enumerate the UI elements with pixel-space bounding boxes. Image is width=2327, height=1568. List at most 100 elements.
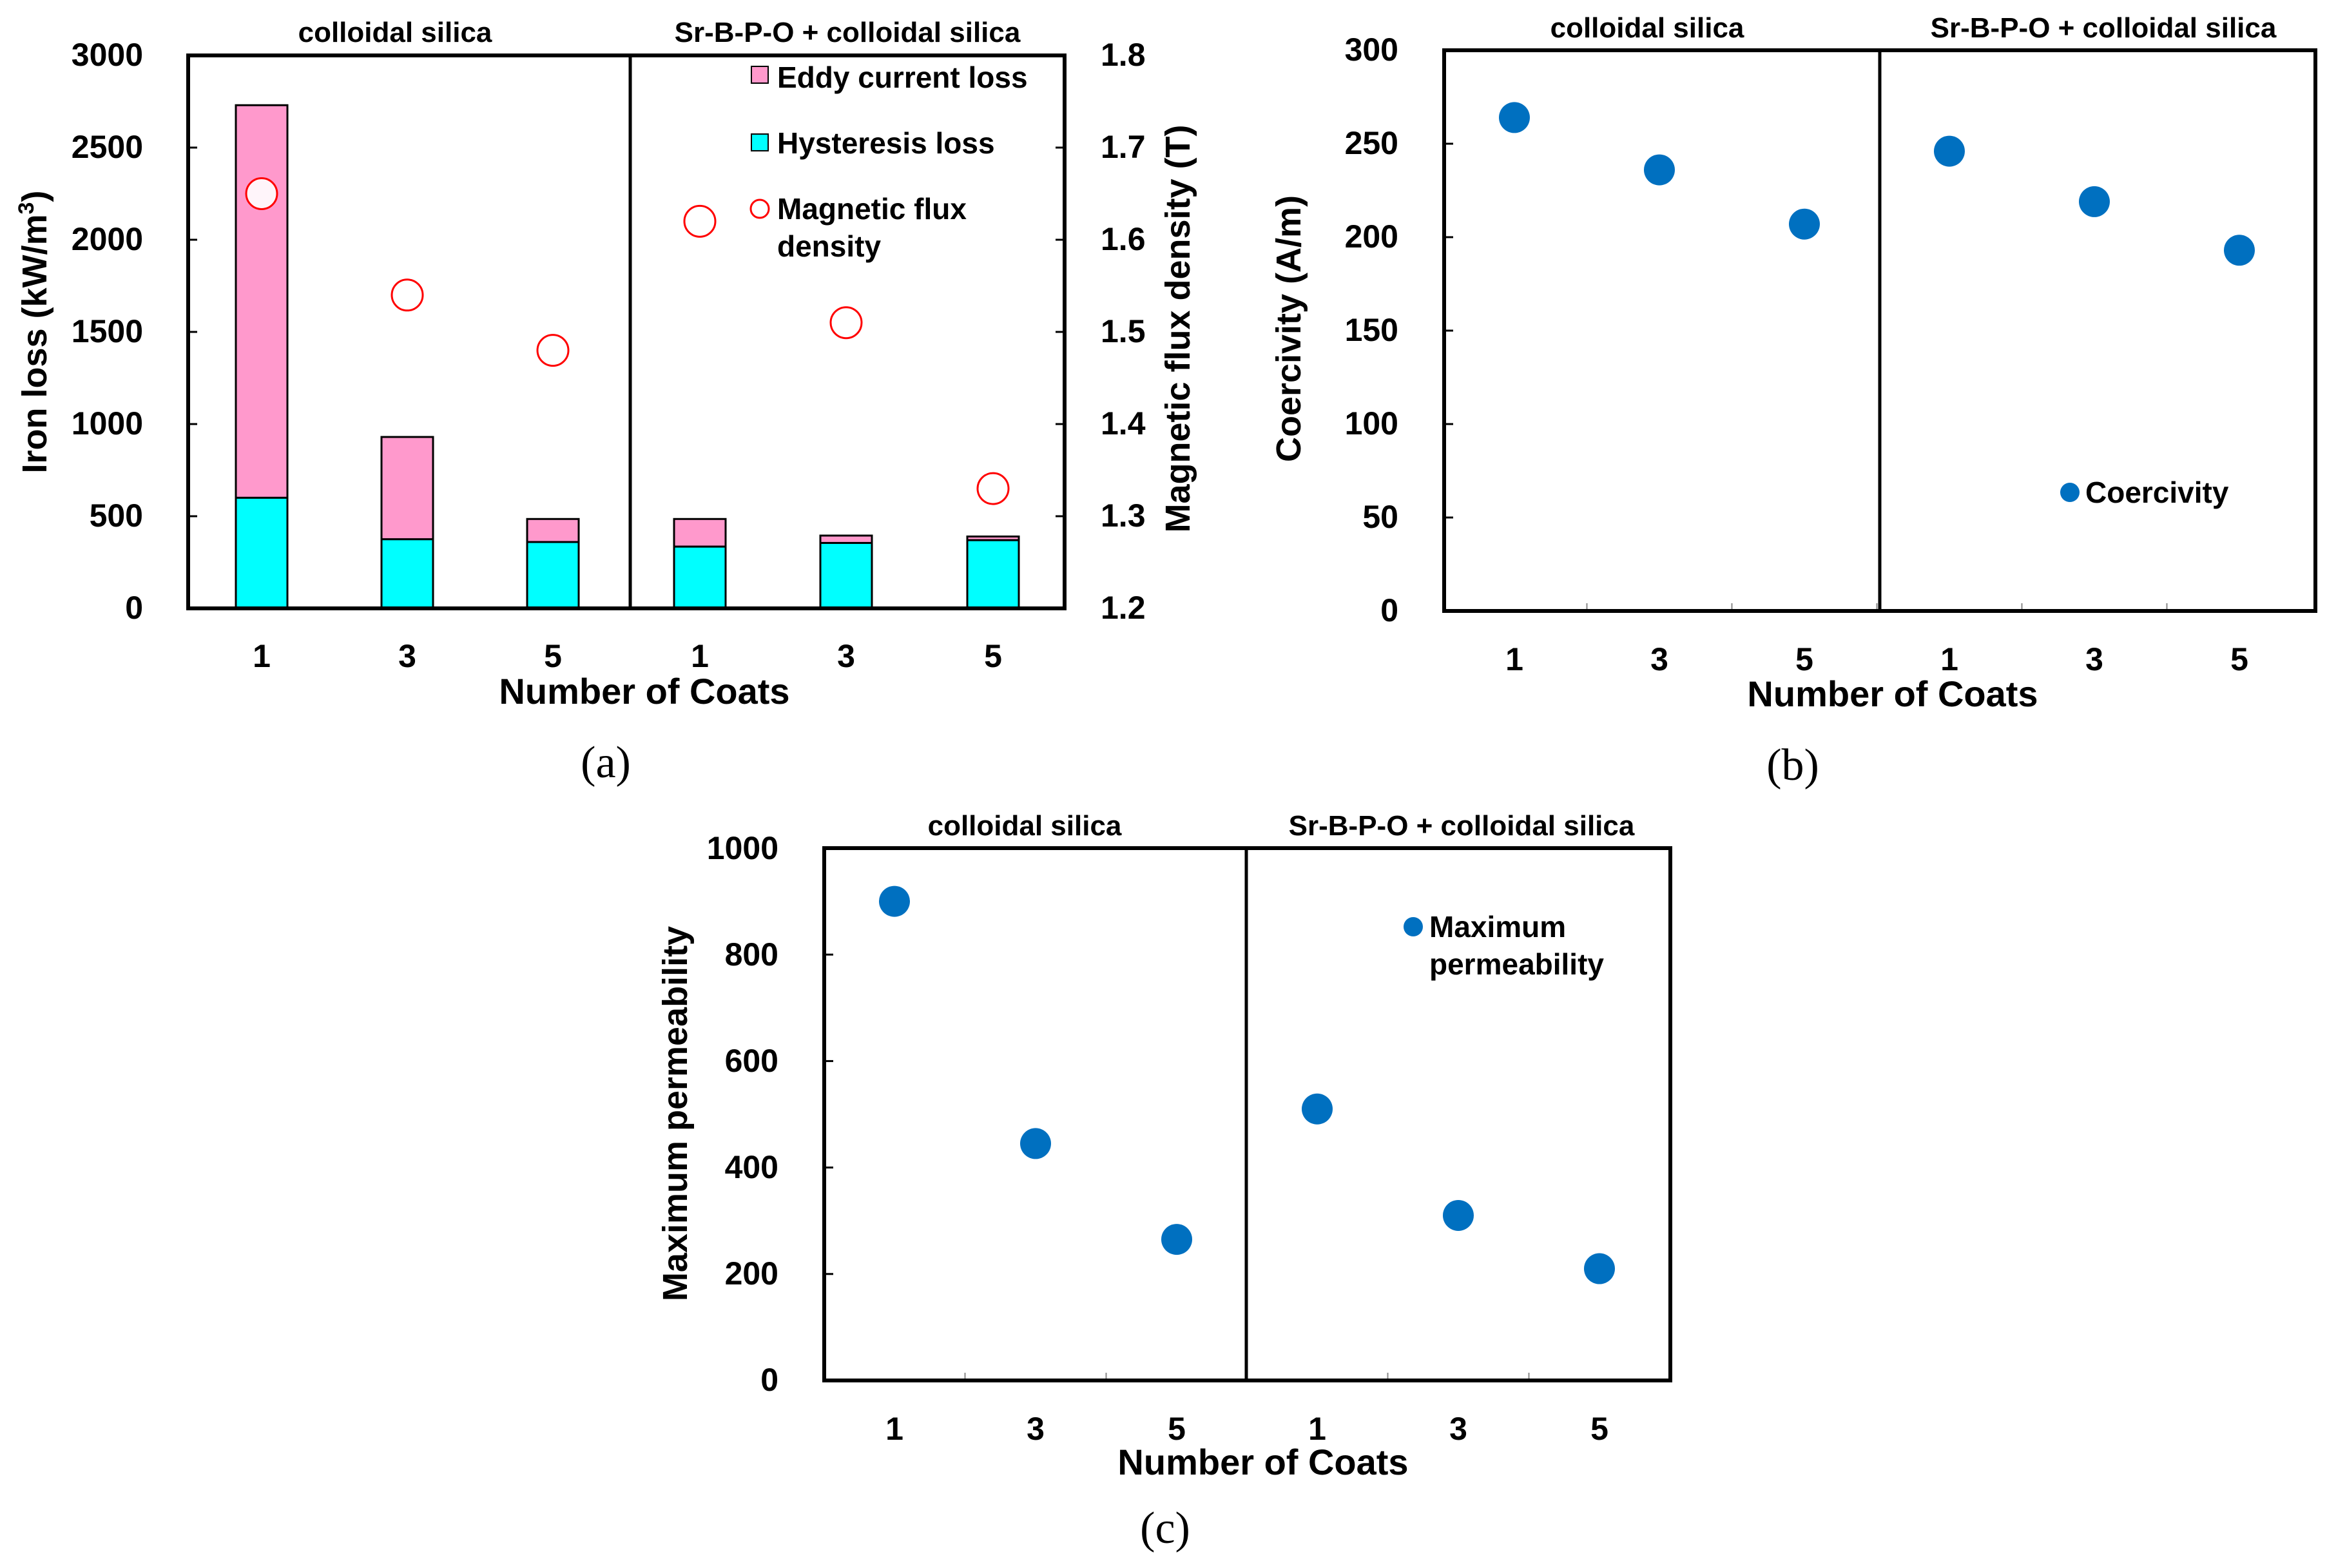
c-points bbox=[879, 886, 1615, 1284]
a-y2-tick-label: 1.5 bbox=[1101, 313, 1146, 349]
b-y-tick-label: 200 bbox=[1345, 218, 1398, 255]
a-y-axis-title-close: ) bbox=[15, 191, 54, 202]
a-x-tick-label: 3 bbox=[398, 638, 416, 674]
b-y-tick-label: 50 bbox=[1362, 499, 1398, 535]
c-legend-marker bbox=[1404, 917, 1423, 936]
c-y-tick-label: 400 bbox=[725, 1149, 778, 1185]
c-caption: (c) bbox=[1140, 1504, 1190, 1553]
a-y-tick-label: 3000 bbox=[72, 37, 143, 73]
a-bar-eddy-current-loss bbox=[673, 518, 727, 548]
b-points bbox=[1499, 102, 2255, 266]
c-y-tick-label: 600 bbox=[725, 1043, 778, 1079]
a-x-tick-label: 3 bbox=[837, 638, 855, 674]
c-x-tick-label: 1 bbox=[1308, 1411, 1326, 1447]
c-data-point bbox=[1302, 1093, 1333, 1125]
a-group-label-2: Sr-B-P-O + colloidal silica bbox=[675, 17, 1021, 48]
b-y-tick-label: 300 bbox=[1345, 32, 1398, 68]
a-legend-eddy-label: Eddy current loss bbox=[777, 61, 1028, 94]
c-x-tick-label: 3 bbox=[1449, 1411, 1467, 1447]
a-y2-tick-label: 1.4 bbox=[1101, 405, 1146, 441]
a-y-tick-label: 2500 bbox=[72, 129, 143, 165]
b-x-tick-label: 1 bbox=[1505, 641, 1523, 677]
a-y2-tick-label: 1.7 bbox=[1101, 129, 1146, 165]
a-y-axis-title-main: Iron loss (kW/m bbox=[15, 214, 54, 473]
a-x-tick-label: 5 bbox=[984, 638, 1002, 674]
a-group-label-1: colloidal silica bbox=[298, 17, 492, 48]
a-flux-point bbox=[976, 472, 1010, 505]
b-data-point bbox=[1789, 208, 1820, 240]
a-legend-flux-label-2: density bbox=[777, 229, 881, 263]
a-flux-point bbox=[245, 177, 278, 210]
a-bar-hysteresis-loss bbox=[526, 541, 580, 610]
a-bar-hysteresis-loss bbox=[673, 545, 727, 610]
a-x-tick-label: 1 bbox=[253, 638, 271, 674]
a-y-tick-label: 2000 bbox=[72, 221, 143, 257]
a-y2-tick-label: 1.3 bbox=[1101, 498, 1146, 534]
b-x-tick-label: 5 bbox=[2230, 641, 2248, 677]
a-bar-hysteresis-loss bbox=[380, 538, 434, 610]
panel-a: colloidal silica Sr-B-P-O + colloidal si… bbox=[14, 17, 1197, 788]
a-flux-point bbox=[536, 334, 570, 367]
a-flux-point bbox=[683, 204, 717, 238]
b-legend-label: Coercivity bbox=[2085, 476, 2229, 509]
b-legend-marker bbox=[2060, 483, 2080, 502]
a-legend: Eddy current loss Hysteresis loss Magnet… bbox=[749, 61, 1028, 263]
c-y-tick-label: 200 bbox=[725, 1255, 778, 1292]
b-group-label-2: Sr-B-P-O + colloidal silica bbox=[1931, 12, 2277, 44]
a-x-tick-label: 1 bbox=[691, 638, 709, 674]
b-y-axis-title: Coercivity (A/m) bbox=[1270, 195, 1308, 462]
a-y2-tick-label: 1.6 bbox=[1101, 221, 1146, 257]
a-bar-eddy-current-loss bbox=[819, 534, 873, 544]
c-y-tick-label: 1000 bbox=[707, 830, 778, 866]
a-x-tick-label: 5 bbox=[544, 638, 562, 674]
c-group-label-1: colloidal silica bbox=[928, 810, 1122, 842]
b-y-tick-label: 100 bbox=[1345, 405, 1398, 441]
c-data-point bbox=[1443, 1199, 1474, 1231]
c-x-axis-title: Number of Coats bbox=[1117, 1442, 1408, 1482]
a-y-tick-label: 0 bbox=[125, 590, 143, 626]
c-x-tick-label: 5 bbox=[1168, 1411, 1186, 1447]
a-bar-hysteresis-loss bbox=[235, 496, 289, 610]
a-y-tick-label: 500 bbox=[90, 498, 143, 534]
c-data-point bbox=[1020, 1128, 1051, 1159]
a-legend-eddy-swatch bbox=[751, 66, 769, 84]
b-data-point bbox=[1644, 154, 1675, 186]
a-y-tick-label: 1500 bbox=[72, 313, 143, 349]
b-x-tick-label: 5 bbox=[1795, 641, 1813, 677]
a-y2-tick-label: 1.8 bbox=[1101, 37, 1146, 73]
b-x-tick-label: 1 bbox=[1940, 641, 1958, 677]
panel-c: colloidal silica Sr-B-P-O + colloidal si… bbox=[656, 810, 1672, 1553]
a-bar-eddy-current-loss bbox=[380, 436, 434, 541]
a-flux-markers bbox=[245, 177, 1010, 505]
c-x-tick-label: 1 bbox=[885, 1411, 903, 1447]
c-group-label-2: Sr-B-P-O + colloidal silica bbox=[1289, 810, 1635, 842]
c-legend: Maximum permeability bbox=[1404, 910, 1604, 981]
c-axis-ticks bbox=[824, 847, 1530, 1382]
c-x-tick-label: 5 bbox=[1590, 1411, 1608, 1447]
a-legend-hysteresis-swatch bbox=[751, 133, 769, 151]
c-y-tick-label: 0 bbox=[760, 1362, 778, 1398]
a-y2-axis-title: Magnetic flux density (T) bbox=[1159, 124, 1197, 532]
c-x-tick-label: 3 bbox=[1027, 1411, 1045, 1447]
a-bar-hysteresis-loss bbox=[966, 539, 1020, 610]
b-data-point bbox=[2224, 235, 2255, 266]
b-x-tick-label: 3 bbox=[1650, 641, 1668, 677]
a-y-tick-label: 1000 bbox=[72, 405, 143, 441]
a-flux-point bbox=[391, 278, 424, 312]
a-legend-flux-label-1: Magnetic flux bbox=[777, 192, 967, 226]
b-y-tick-label: 250 bbox=[1345, 125, 1398, 161]
b-y-tick-label: 150 bbox=[1345, 312, 1398, 348]
c-y-axis-title: Maximum permeability bbox=[656, 926, 695, 1301]
c-legend-label-2: permeability bbox=[1429, 947, 1604, 981]
b-axis-ticks bbox=[1444, 49, 2168, 612]
c-data-point bbox=[1584, 1253, 1615, 1284]
c-legend-label-1: Maximum bbox=[1429, 910, 1566, 944]
a-x-axis-title: Number of Coats bbox=[499, 671, 789, 711]
c-y-tick-label: 800 bbox=[725, 936, 778, 973]
c-data-point bbox=[879, 886, 910, 917]
a-y2-tick-label: 1.2 bbox=[1101, 590, 1146, 626]
b-legend: Coercivity bbox=[2060, 476, 2229, 509]
a-legend-hysteresis-label: Hysteresis loss bbox=[777, 126, 995, 160]
